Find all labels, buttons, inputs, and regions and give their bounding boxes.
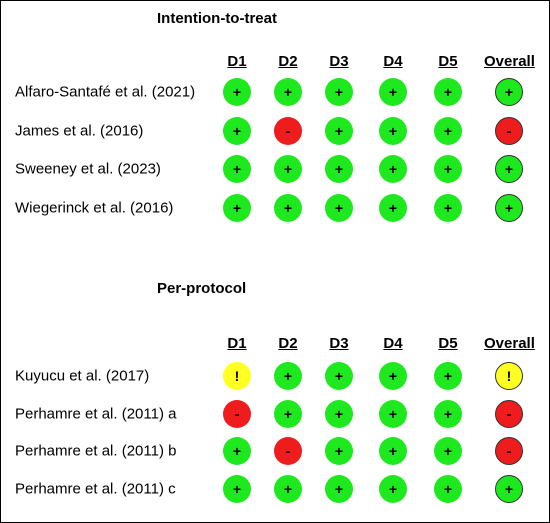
column-header-d5: D5: [438, 335, 458, 352]
judgement-high-d2: -: [274, 116, 302, 145]
column-header-d4: D4: [383, 335, 403, 352]
judgement-low-d1: +: [223, 78, 251, 106]
judgement-low-d3: +: [325, 78, 353, 106]
judgement-low-d1: +: [223, 437, 251, 465]
judgement-low-d3: +: [325, 193, 353, 222]
judgement-low-overall: +: [495, 474, 523, 503]
judgement-low-d5: +: [434, 399, 462, 428]
judgement-low-d3: +: [325, 399, 353, 428]
judgement-low-d4: +: [379, 78, 407, 106]
column-header-d2: D2: [278, 53, 298, 70]
judgement-low-d2: +: [274, 78, 302, 106]
judgement-low-d3: +: [325, 155, 353, 183]
section-title-intention-to-treat: Intention-to-treat: [157, 10, 277, 27]
judgement-low-overall: +: [495, 78, 523, 106]
study-label: James et al. (2016): [15, 122, 144, 139]
judgement-low-d2: +: [274, 362, 302, 390]
judgement-low-d1: +: [223, 116, 251, 145]
judgement-low-d5: +: [434, 116, 462, 145]
judgement-low-d4: +: [379, 155, 407, 183]
judgement-low-d1: +: [223, 193, 251, 222]
study-label: Perhamre et al. (2011) c: [15, 480, 176, 497]
judgement-high-overall: -: [495, 116, 523, 145]
judgement-low-d5: +: [434, 193, 462, 222]
judgement-low-d4: +: [379, 474, 407, 503]
judgement-low-d2: +: [274, 474, 302, 503]
study-label: Kuyucu et al. (2017): [15, 367, 150, 385]
column-header-overall: Overall: [484, 53, 535, 70]
judgement-high-d1: -: [223, 399, 251, 428]
judgement-high-overall: -: [495, 437, 523, 465]
column-header-d5: D5: [438, 53, 458, 70]
judgement-low-overall: +: [495, 155, 523, 183]
judgement-low-d4: +: [379, 437, 407, 465]
study-label: Sweeney et al. (2023): [15, 160, 161, 178]
judgement-low-d5: +: [434, 474, 462, 503]
judgement-high-d2: -: [274, 437, 302, 465]
judgement-low-d4: +: [379, 193, 407, 222]
column-header-d3: D3: [329, 335, 349, 352]
column-header-overall: Overall: [484, 335, 535, 352]
column-header-d4: D4: [383, 53, 403, 70]
judgement-low-d3: +: [325, 437, 353, 465]
column-header-d3: D3: [329, 53, 349, 70]
study-label: Wiegerinck et al. (2016): [15, 199, 174, 216]
study-label: Alfaro-Santafé et al. (2021): [15, 83, 196, 101]
judgement-low-d5: +: [434, 155, 462, 183]
judgement-low-d5: +: [434, 437, 462, 465]
column-header-d1: D1: [227, 335, 247, 352]
judgement-low-d1: +: [223, 474, 251, 503]
judgement-low-d2: +: [274, 193, 302, 222]
study-label: Perhamre et al. (2011) b: [15, 442, 177, 460]
judgement-low-d4: +: [379, 362, 407, 390]
judgement-low-d4: +: [379, 116, 407, 145]
section-title-per-protocol: Per-protocol: [157, 280, 247, 297]
judgement-low-d4: +: [379, 399, 407, 428]
judgement-low-d5: +: [434, 362, 462, 390]
judgement-low-d5: +: [434, 78, 462, 106]
judgement-low-d3: +: [325, 474, 353, 503]
judgement-low-d3: +: [325, 116, 353, 145]
judgement-low-d2: +: [274, 155, 302, 183]
study-label: Perhamre et al. (2011) a: [15, 405, 177, 422]
column-header-d1: D1: [227, 53, 247, 70]
judgement-some-d1: !: [223, 362, 251, 390]
judgement-low-d3: +: [325, 362, 353, 390]
column-header-d2: D2: [278, 335, 298, 352]
judgement-some-overall: !: [495, 362, 523, 390]
judgement-high-overall: -: [495, 399, 523, 428]
judgement-low-d2: +: [274, 399, 302, 428]
judgement-low-d1: +: [223, 155, 251, 183]
judgement-low-overall: +: [495, 193, 523, 222]
